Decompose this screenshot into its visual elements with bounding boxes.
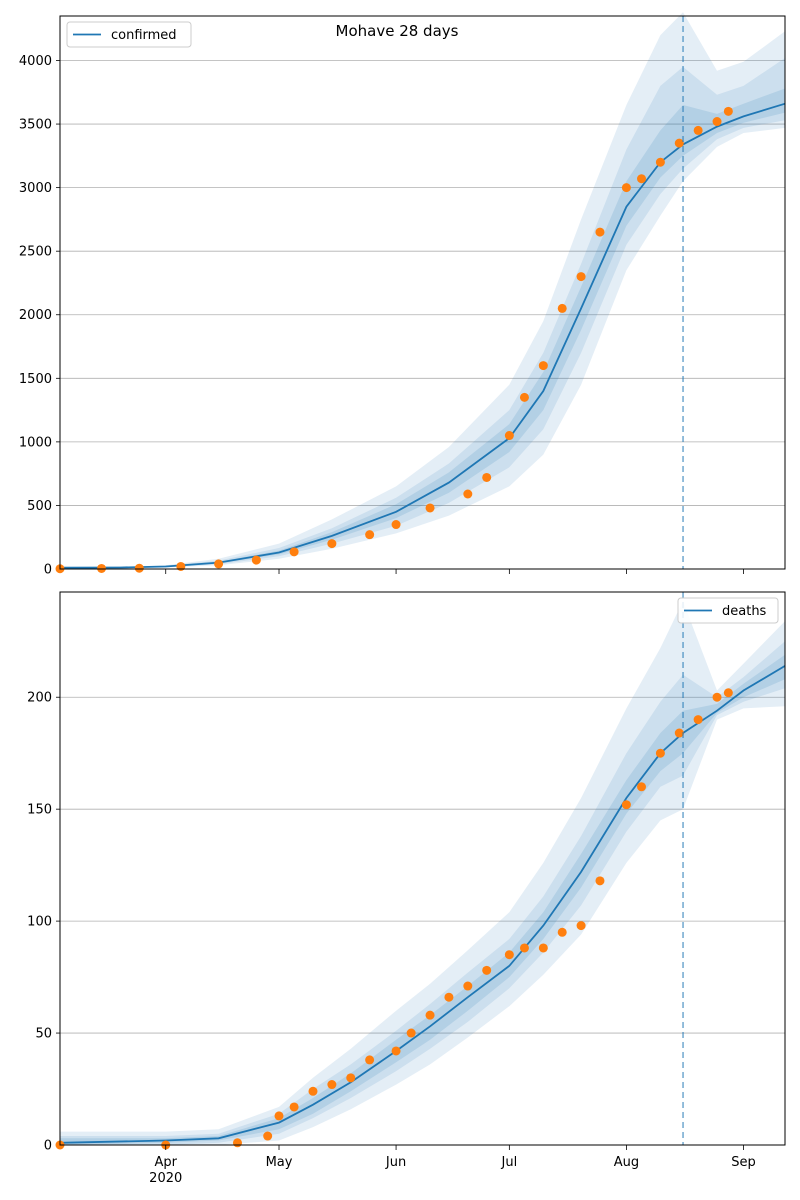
- plot-frame: [59, 591, 786, 1146]
- observed-point: [232, 1138, 242, 1148]
- observed-point: [693, 715, 703, 725]
- observed-point: [327, 539, 337, 549]
- x-axis: Apr May Jun Jul Aug Sep 2020: [149, 1155, 756, 1186]
- observed-point: [134, 563, 144, 573]
- observed-point: [251, 555, 261, 565]
- x-tick-label: Apr: [154, 1155, 177, 1170]
- y-tick-label: 3500: [19, 118, 52, 133]
- y-tick-label: 3000: [19, 181, 52, 196]
- observed-point: [621, 183, 631, 193]
- observed-point: [391, 1046, 401, 1056]
- observed-point: [723, 688, 733, 698]
- observed-point: [263, 1131, 273, 1141]
- observed-point: [595, 227, 605, 237]
- y-tick-label: 200: [27, 691, 52, 706]
- x-tick-label: Jun: [385, 1155, 406, 1170]
- y-tick-label: 2500: [19, 245, 52, 260]
- observed-point: [621, 800, 631, 810]
- observed-point: [595, 876, 605, 886]
- y-tick-label: 1000: [19, 435, 52, 450]
- legend-box: [66, 21, 192, 48]
- observed-point: [674, 728, 684, 738]
- observed-point: [674, 138, 684, 148]
- observed-point: [346, 1073, 356, 1083]
- observed-point: [655, 157, 665, 167]
- observed-point: [504, 950, 514, 960]
- y-tick-label: 2000: [19, 308, 52, 323]
- observed-point: [391, 520, 401, 530]
- observed-point: [214, 559, 224, 569]
- band-middle: [60, 58, 785, 568]
- legend-label: confirmed: [111, 28, 177, 43]
- band-middle: [60, 641, 785, 1145]
- y-tick-label: 1500: [19, 372, 52, 387]
- observed-point: [308, 1086, 318, 1096]
- x-tick-label: May: [266, 1155, 293, 1170]
- observed-point: [289, 1102, 299, 1112]
- observed-point: [365, 1055, 375, 1065]
- band-inner: [60, 88, 785, 568]
- observed-point: [406, 1028, 416, 1038]
- x-tick-label: Jul: [501, 1155, 518, 1170]
- y-tick-label: 500: [27, 499, 52, 514]
- observed-point: [557, 927, 567, 937]
- y-tick-label: 50: [35, 1027, 52, 1042]
- observed-point: [712, 692, 722, 702]
- observed-point: [97, 563, 107, 573]
- y-tick-label: 0: [44, 563, 52, 578]
- band-outer: [60, 601, 785, 1145]
- observed-point: [425, 1010, 435, 1020]
- observed-point: [538, 361, 548, 371]
- observed-point: [289, 547, 299, 557]
- x-year-label: 2020: [149, 1171, 182, 1186]
- observed-point: [576, 921, 586, 931]
- y-tick-label: 100: [27, 915, 52, 930]
- observed-point: [519, 392, 529, 402]
- band-inner: [60, 654, 785, 1145]
- observed-point: [557, 303, 567, 313]
- plot-frame: [59, 15, 786, 570]
- y-tick-label: 4000: [19, 54, 52, 69]
- y-tick-label: 150: [27, 803, 52, 818]
- observed-point: [637, 782, 647, 792]
- observed-point: [637, 174, 647, 184]
- observed-point: [482, 965, 492, 975]
- observed-point: [274, 1111, 284, 1121]
- observed-point: [444, 992, 454, 1002]
- observed-point: [655, 748, 665, 758]
- y-tick-label: 0: [44, 1139, 52, 1154]
- observed-point: [463, 981, 473, 991]
- observed-point: [482, 472, 492, 482]
- observed-point: [365, 530, 375, 540]
- x-tick-label: Sep: [731, 1155, 756, 1170]
- observed-point: [712, 117, 722, 127]
- legend-label: deaths: [722, 604, 767, 619]
- observed-point: [693, 125, 703, 135]
- observed-point: [425, 503, 435, 513]
- band-outer: [60, 12, 785, 568]
- x-tick-label: Aug: [614, 1155, 639, 1170]
- model-line: [59, 665, 786, 1144]
- observed-point: [327, 1080, 337, 1090]
- deaths-panel: 0 50 100 150 200 deaths: [27, 591, 786, 1154]
- observed-point: [723, 106, 733, 116]
- observed-point: [463, 489, 473, 499]
- observed-point: [519, 943, 529, 953]
- observed-point: [504, 431, 514, 441]
- observed-point: [576, 272, 586, 282]
- observed-point: [538, 943, 548, 953]
- confirmed-panel: 0 500 1000 1500 2000 2500 3000 3500 4000 confirme…: [19, 12, 786, 578]
- observed-point: [176, 561, 186, 571]
- legend-box: [677, 597, 779, 624]
- figure-title: Mohave 28 days: [336, 22, 459, 40]
